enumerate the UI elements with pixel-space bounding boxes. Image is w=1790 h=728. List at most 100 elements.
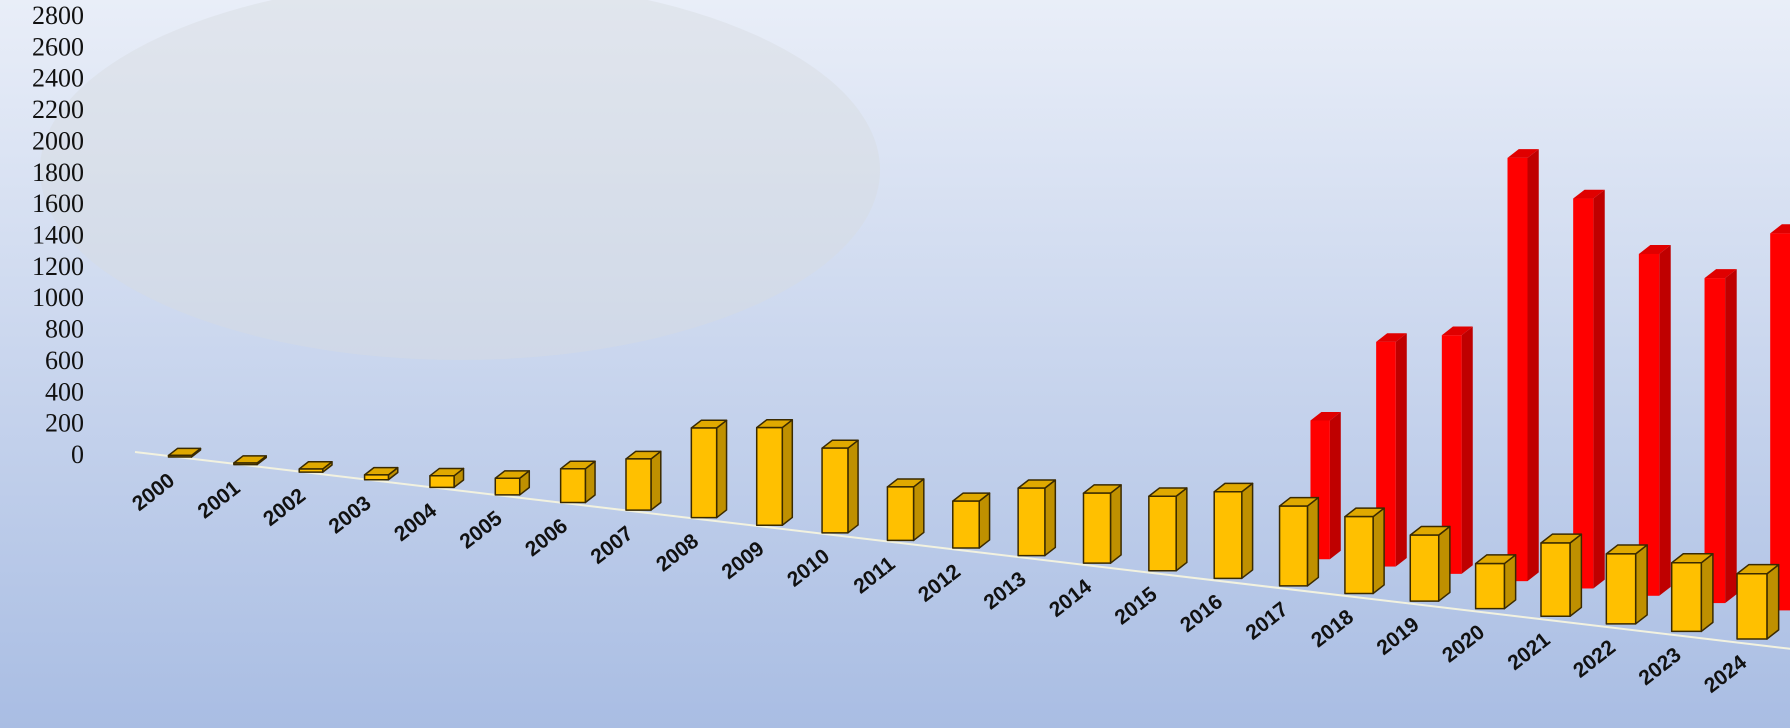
- y-tick-label: 1000: [32, 283, 84, 312]
- bar-top: [1376, 333, 1407, 342]
- bar: [625, 450, 662, 511]
- bar-front: [298, 468, 324, 473]
- bar-side: [912, 478, 925, 542]
- bar: [233, 455, 268, 466]
- bar-front: [821, 447, 849, 534]
- bar-front: [952, 500, 980, 549]
- y-tick-label: 1200: [32, 252, 84, 281]
- bar: [1148, 487, 1188, 572]
- bar-front: [1670, 562, 1703, 633]
- bar: [1670, 553, 1714, 633]
- bar-front: [625, 458, 652, 511]
- bar-front: [559, 468, 587, 504]
- bar-front: [1770, 233, 1790, 611]
- bar-front: [1278, 505, 1309, 587]
- floor-line: [134, 451, 1790, 650]
- bar-side: [1527, 149, 1539, 582]
- bar-front: [1540, 542, 1571, 617]
- bar-front: [1409, 534, 1440, 602]
- bar-front: [1736, 573, 1768, 640]
- bar: [1736, 563, 1780, 640]
- bar: [952, 492, 991, 549]
- y-tick-label: 2000: [32, 126, 84, 155]
- y-tick-label: 200: [45, 409, 84, 438]
- bar-front: [167, 454, 193, 458]
- bar-side: [1044, 479, 1057, 557]
- bar: [1540, 533, 1583, 617]
- bar: [755, 419, 794, 527]
- bar: [690, 419, 728, 519]
- bar: [1344, 507, 1385, 595]
- bar-front: [755, 426, 784, 527]
- bar-side: [650, 450, 662, 511]
- bar: [559, 460, 596, 504]
- bar: [1082, 484, 1122, 564]
- bar-front: [1082, 492, 1112, 564]
- bar: [886, 478, 925, 542]
- y-tick-label: 800: [45, 315, 84, 344]
- bar: [1507, 149, 1539, 582]
- bar-top: [1310, 411, 1341, 421]
- bar: [298, 461, 333, 473]
- bar-front: [494, 477, 521, 496]
- y-tick-label: 0: [71, 440, 84, 469]
- bar: [1441, 326, 1473, 574]
- bar: [1213, 482, 1254, 580]
- bar-top: [1704, 269, 1737, 279]
- bar-front: [1017, 487, 1046, 557]
- bar-side: [1306, 496, 1320, 587]
- bar-side: [781, 419, 794, 526]
- bar-side: [847, 439, 859, 534]
- bar-side: [1659, 245, 1671, 596]
- bar-front: [1344, 515, 1374, 595]
- bar: [1017, 479, 1057, 557]
- bar-top: [1507, 149, 1539, 158]
- bar-side: [1241, 482, 1254, 580]
- bar: [1704, 269, 1737, 604]
- bar: [494, 470, 531, 496]
- bar: [1409, 525, 1451, 602]
- bar: [429, 467, 465, 489]
- bar: [1573, 189, 1605, 589]
- bar: [821, 439, 859, 534]
- bar-side: [1725, 269, 1737, 604]
- y-tick-label: 2600: [32, 32, 84, 61]
- bar-side: [1766, 563, 1780, 640]
- y-tick-label: 1800: [32, 158, 84, 187]
- bar-side: [1461, 326, 1473, 574]
- y-tick-label: 400: [45, 377, 84, 406]
- bar: [1474, 554, 1517, 610]
- bar: [363, 466, 399, 481]
- bar-front: [1573, 198, 1594, 589]
- bar: [1638, 245, 1671, 596]
- bar: [1605, 544, 1648, 625]
- y-tick-label: 2200: [32, 95, 84, 124]
- bar-side: [1372, 507, 1385, 595]
- bar-front: [1441, 335, 1462, 574]
- bar-top: [1770, 224, 1790, 234]
- bar-side: [978, 492, 991, 549]
- y-tick-label: 2800: [32, 1, 84, 30]
- bar-front: [1638, 253, 1660, 596]
- bar-front: [429, 475, 455, 489]
- bar-side: [1569, 533, 1583, 617]
- bar-side: [1437, 525, 1451, 602]
- bar-side: [1329, 411, 1341, 560]
- bar-front: [1507, 157, 1528, 582]
- bar-side: [1175, 487, 1188, 572]
- bar-front: [1605, 553, 1637, 625]
- bar-top: [1573, 189, 1605, 199]
- background-decoration: [40, 0, 880, 360]
- bar: [167, 447, 202, 458]
- bar-front: [1213, 491, 1243, 580]
- bar-side: [1634, 544, 1648, 625]
- bar-front: [1704, 278, 1726, 604]
- y-tick-label: 1400: [32, 220, 84, 249]
- bar-side: [715, 419, 728, 519]
- bar-side: [1593, 189, 1605, 589]
- bar: [1770, 224, 1790, 611]
- bar-side: [1109, 484, 1122, 564]
- bar-side: [1700, 553, 1714, 633]
- bar-top: [1441, 326, 1473, 336]
